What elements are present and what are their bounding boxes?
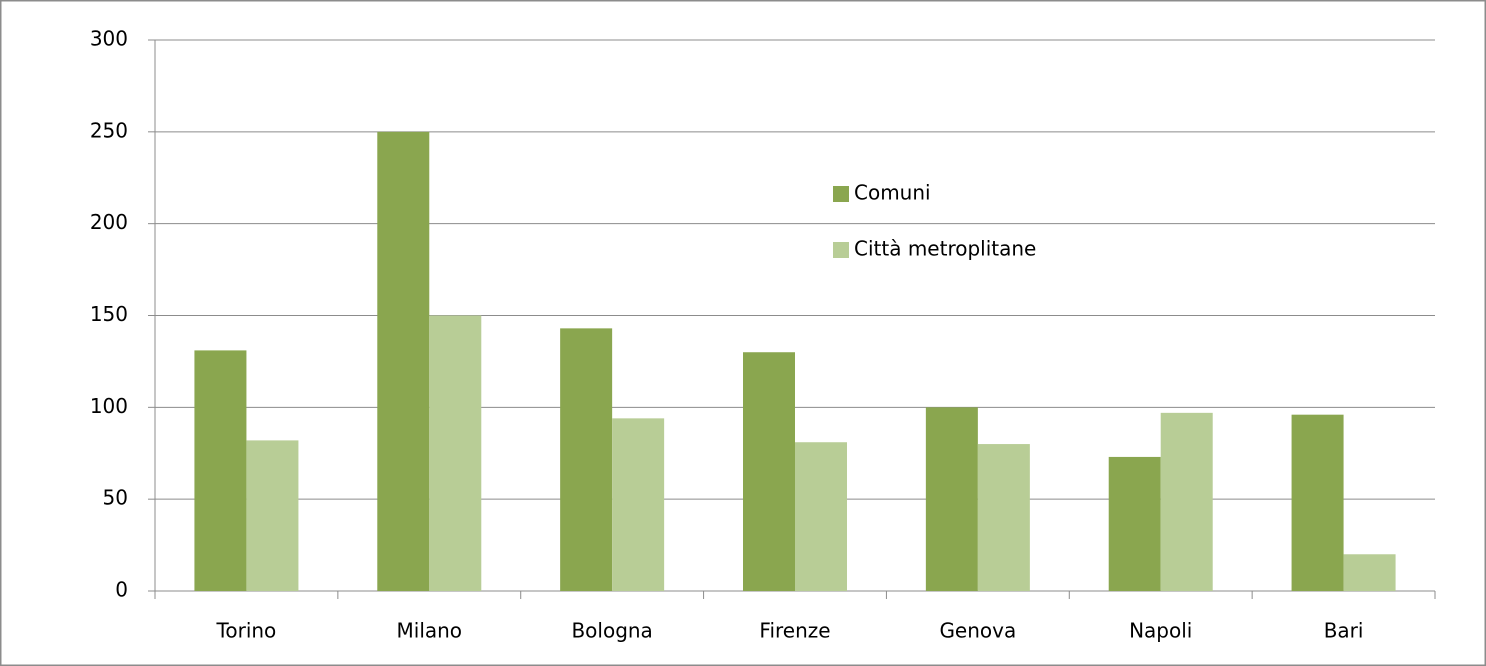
x-tick-label: Torino (216, 619, 277, 643)
y-tick-label: 0 (115, 578, 128, 602)
x-tick-label: Genova (939, 619, 1016, 643)
x-tick-label: Firenze (759, 619, 830, 643)
y-tick-label: 100 (90, 394, 128, 418)
bar (1108, 456, 1161, 591)
y-tick-label: 150 (90, 302, 128, 326)
y-tick-label: 200 (90, 210, 128, 234)
x-tick-label: Milano (397, 619, 463, 643)
bar (1160, 412, 1213, 591)
legend-swatch (833, 186, 849, 202)
bar (194, 350, 247, 591)
bar (795, 442, 847, 591)
bar (377, 131, 430, 592)
y-tick-label: 250 (90, 118, 128, 142)
x-tick-label: Bari (1324, 619, 1364, 643)
bar (743, 352, 795, 591)
legend-label: Città metroplitane (854, 237, 1036, 261)
bar (977, 444, 1030, 591)
y-tick-label: 50 (103, 486, 128, 510)
legend-swatch (833, 242, 849, 258)
bar (1291, 414, 1344, 591)
x-tick-label: Bologna (571, 619, 652, 643)
bar (246, 440, 299, 591)
x-tick-label: Napoli (1129, 619, 1192, 643)
bar (560, 328, 613, 591)
legend-label: Comuni (854, 181, 931, 205)
y-tick-label: 300 (90, 27, 128, 51)
bar (1343, 554, 1396, 591)
bar (612, 418, 665, 591)
bar (429, 315, 482, 591)
bar (925, 407, 978, 591)
